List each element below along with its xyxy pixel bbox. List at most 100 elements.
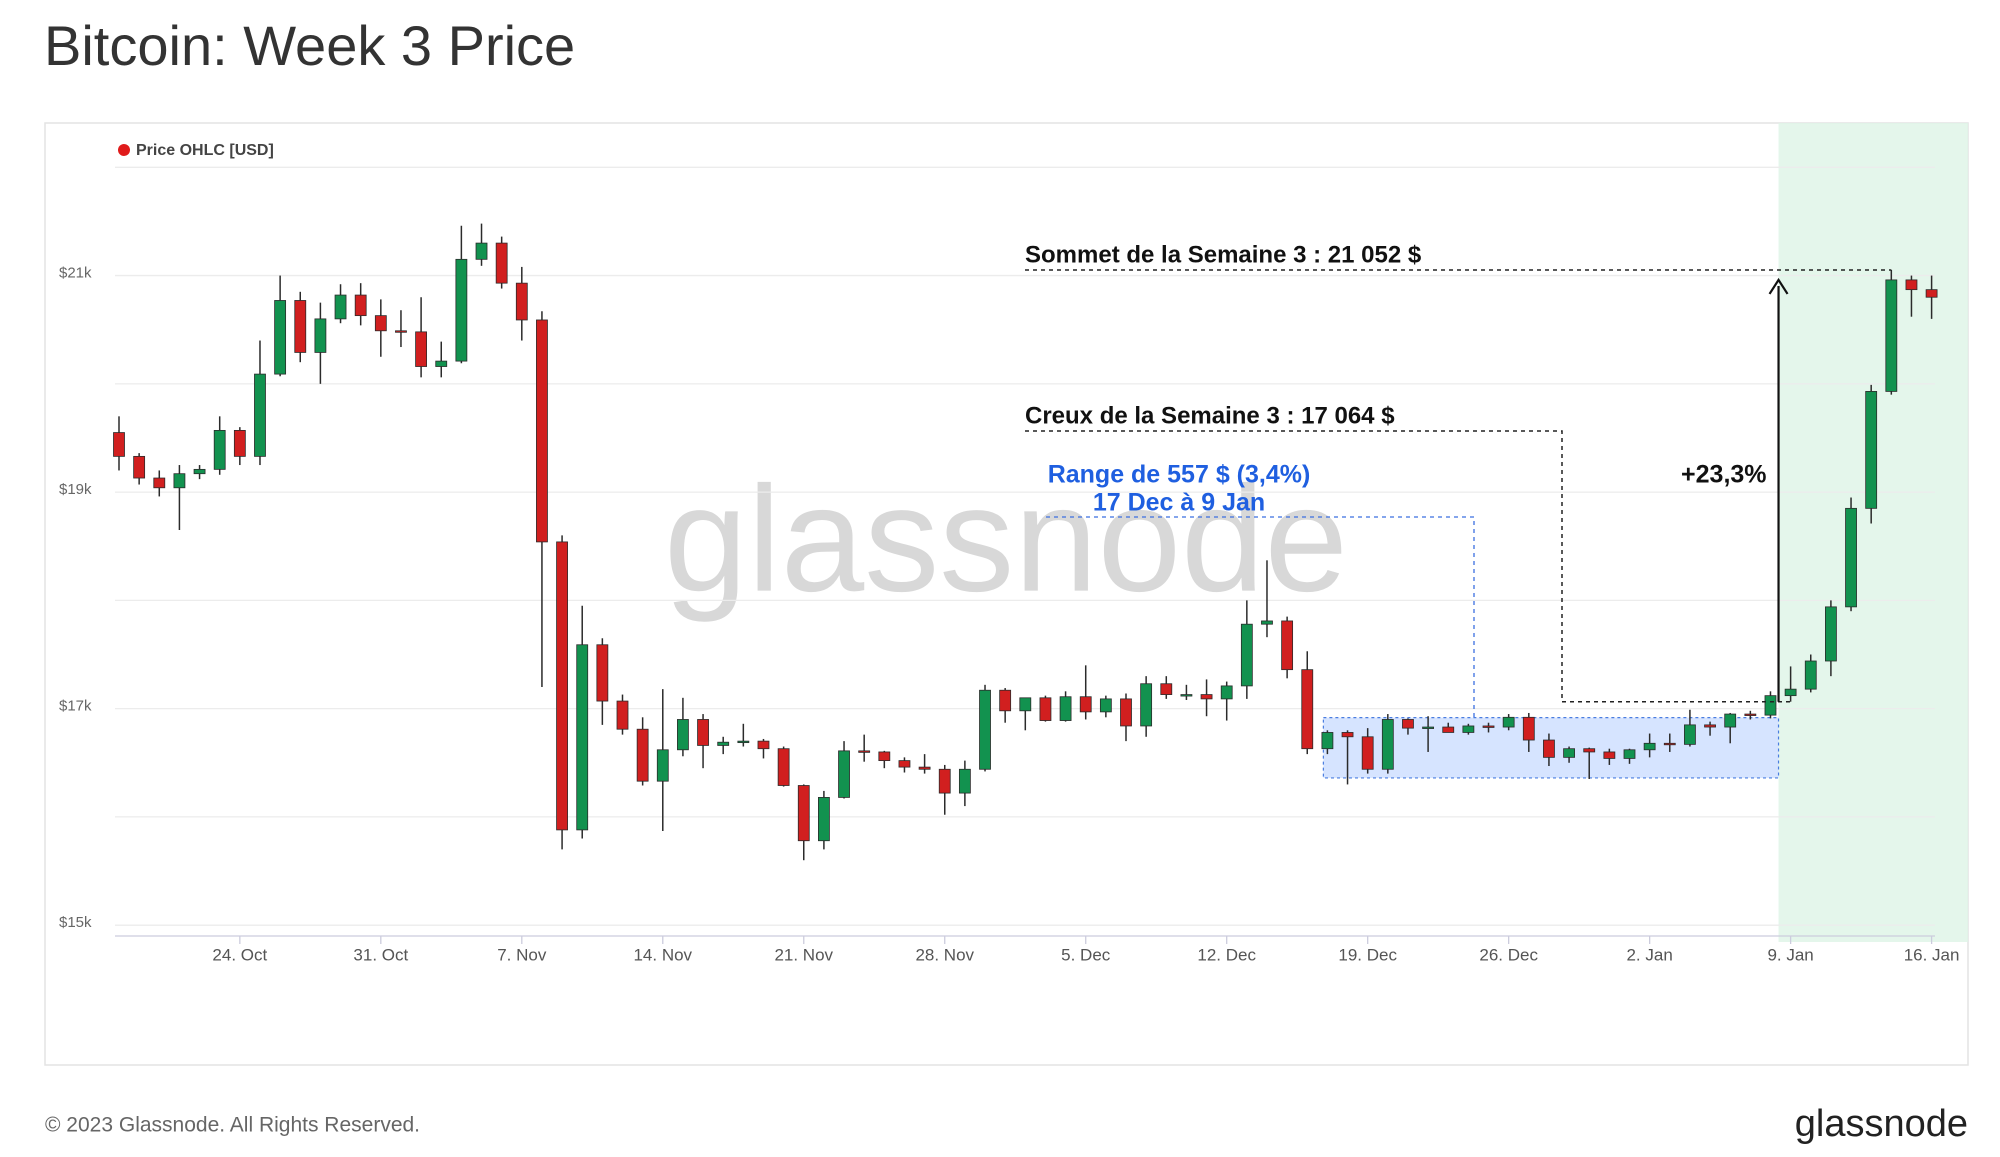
candle-body — [1865, 391, 1878, 509]
candle-body — [1764, 695, 1777, 716]
candle-body — [415, 331, 428, 367]
candle-body — [354, 294, 367, 317]
candle-body — [1704, 724, 1716, 728]
candle-body — [1019, 697, 1032, 712]
candle-body — [435, 360, 448, 367]
candle-body — [1422, 726, 1434, 729]
range-sublabel: 17 Dec à 9 Jan — [1093, 489, 1265, 517]
y-tick-label: $21k — [59, 265, 92, 282]
x-tick-label: 16. Jan — [1904, 945, 1960, 964]
candle-body — [576, 644, 589, 831]
change-label: +23,3% — [1681, 461, 1767, 489]
candle-body — [1663, 742, 1676, 746]
candle-body — [1402, 719, 1414, 729]
candle-body — [1341, 732, 1354, 738]
candle-body — [938, 768, 951, 794]
candle-body — [193, 468, 206, 475]
candle-body — [1684, 724, 1696, 745]
candle-body — [495, 242, 508, 284]
candle-body — [1482, 725, 1495, 728]
low-leader — [1025, 430, 1563, 702]
candle-body — [616, 700, 629, 730]
y-tick-label: $17k — [59, 698, 92, 715]
y-tick-label: $19k — [59, 481, 92, 498]
footer: © 2023 Glassnode. All Rights Reserved. — [45, 1114, 420, 1137]
x-tick-label: 24. Oct — [212, 945, 267, 964]
candle-body — [878, 751, 891, 762]
candle-body — [274, 300, 287, 375]
candle-body — [1361, 736, 1374, 770]
candle-body — [1462, 725, 1475, 733]
candle-body — [1905, 279, 1918, 291]
candle-body — [1099, 698, 1112, 713]
range-leader — [1046, 516, 1475, 718]
candle-body — [656, 749, 669, 782]
candle-body — [113, 432, 125, 457]
candle-body — [1925, 289, 1938, 298]
candle-body — [556, 541, 568, 831]
candle-body — [1784, 688, 1797, 697]
legend-label: Price OHLC [USD] — [136, 142, 274, 159]
x-tick-label: 12. Dec — [1197, 945, 1256, 964]
candle-body — [677, 719, 689, 751]
candle-body — [1885, 279, 1898, 392]
candle-body — [1120, 698, 1132, 727]
candle-body — [1522, 716, 1535, 741]
candle-body — [1442, 726, 1455, 733]
candle-body — [858, 750, 871, 753]
candle-body — [1039, 697, 1052, 721]
candle-body — [536, 319, 548, 543]
x-tick-label: 31. Oct — [353, 945, 408, 964]
candle-body — [314, 318, 327, 353]
x-tick-label: 5. Dec — [1061, 945, 1111, 964]
candle-body — [374, 315, 387, 332]
candle-body — [1200, 694, 1213, 700]
candle-body — [1563, 748, 1575, 758]
candle-body — [697, 719, 709, 746]
candle-body — [1583, 748, 1596, 753]
candle-body — [636, 728, 649, 782]
candle-body — [1240, 623, 1253, 687]
candle-body — [979, 689, 991, 770]
candle-body — [233, 429, 246, 457]
candle-body — [596, 644, 609, 702]
candle-body — [213, 429, 226, 470]
candle-body — [797, 785, 810, 842]
candle-body — [1180, 694, 1193, 697]
candle-body — [153, 477, 166, 489]
x-tick-label: 7. Nov — [497, 945, 547, 964]
change-arrowhead — [1768, 277, 1789, 295]
candle-body — [757, 740, 770, 750]
chart-title: Bitcoin: Week 3 Price — [44, 14, 575, 77]
candle-body — [1825, 606, 1837, 662]
candle-body — [958, 768, 971, 794]
candle-body — [395, 330, 407, 333]
candle-body — [1321, 732, 1334, 750]
highlight-region — [1778, 123, 1968, 942]
candle-body — [1502, 716, 1515, 728]
candle-body — [1804, 660, 1817, 690]
candle-body — [1724, 713, 1737, 728]
candle-body — [294, 300, 307, 353]
candle-body — [1059, 696, 1072, 721]
candle-body — [1301, 669, 1314, 750]
candle-body — [1140, 683, 1153, 727]
candle-body — [1643, 742, 1656, 751]
candle-body — [1220, 685, 1233, 700]
candle-body — [1079, 696, 1092, 713]
candle-body — [717, 741, 730, 746]
candle-body — [455, 258, 468, 362]
candle-body — [1160, 683, 1173, 695]
high-label: Sommet de la Semaine 3 : 21 052 $ — [1025, 241, 1422, 268]
candle-body — [1261, 620, 1273, 625]
x-tick-label: 19. Dec — [1338, 945, 1397, 964]
x-tick-label: 9. Jan — [1767, 945, 1813, 964]
candle-body — [254, 373, 266, 457]
x-tick-label: 21. Nov — [774, 945, 833, 964]
candle-body — [777, 748, 790, 786]
candle-body — [133, 455, 146, 479]
range-label: Range de 557 $ (3,4%) — [1048, 461, 1311, 489]
x-tick-label: 2. Jan — [1626, 945, 1672, 964]
